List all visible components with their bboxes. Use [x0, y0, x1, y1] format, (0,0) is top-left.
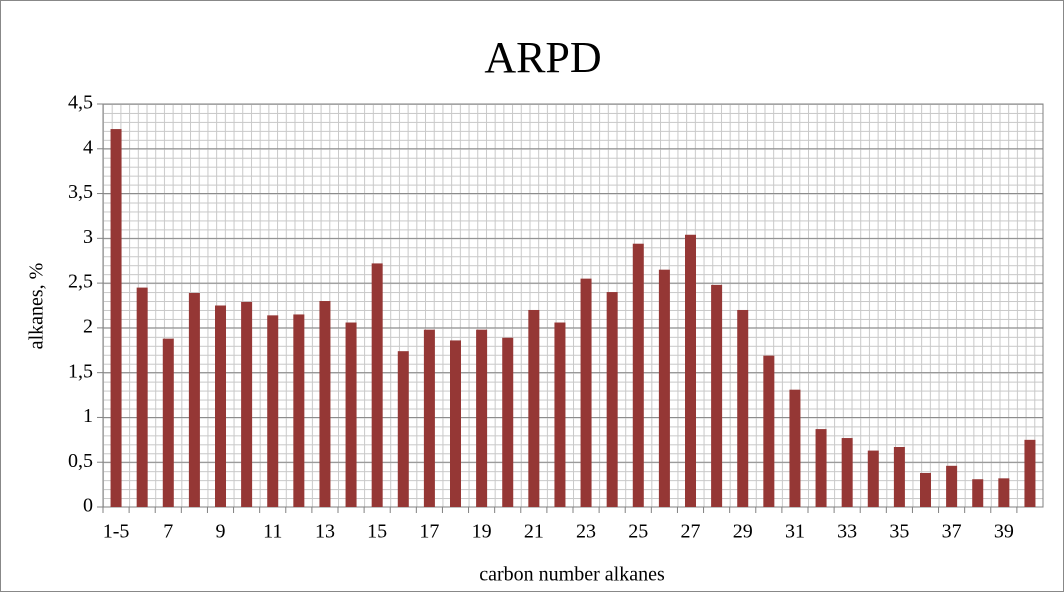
bar: [162, 338, 174, 507]
bar: [946, 465, 958, 507]
y-tick-label: 1: [83, 405, 93, 427]
y-tick-label: 0,5: [68, 450, 93, 472]
bar: [136, 287, 148, 507]
x-tick-label: 39: [994, 521, 1014, 543]
bar: [972, 479, 984, 507]
y-tick-label: 3,5: [68, 181, 93, 203]
y-tick-label: 2,5: [68, 271, 93, 293]
x-tick-label: 33: [837, 521, 857, 543]
bar: [267, 315, 279, 507]
y-axis-label: alkanes, %: [26, 263, 48, 350]
bar: [867, 450, 879, 507]
bar: [789, 389, 801, 507]
bar: [606, 292, 618, 507]
bar: [319, 301, 331, 507]
x-tick-label: 31: [785, 521, 805, 543]
bar: [293, 314, 305, 507]
bar: [528, 309, 540, 507]
bar: [815, 429, 827, 507]
x-tick-label: 23: [576, 521, 596, 543]
bar: [711, 284, 723, 507]
bar: [1024, 439, 1036, 507]
minor-grid-area: [103, 104, 1043, 507]
bar: [215, 305, 226, 507]
bar: [476, 329, 488, 507]
bar: [110, 129, 122, 507]
x-tick-label: 9: [216, 521, 226, 543]
bar: [998, 478, 1010, 507]
x-tick-label: 1-5: [103, 521, 130, 543]
y-tick-label: 3: [83, 226, 93, 248]
y-tick-label: 4,5: [68, 92, 93, 114]
y-tick-label: 1,5: [68, 360, 93, 382]
bar: [737, 309, 749, 507]
bar: [763, 355, 775, 507]
bar: [450, 340, 461, 507]
x-tick-label: 35: [889, 521, 909, 543]
x-tick-label: 27: [681, 521, 701, 543]
y-tick-label: 4: [83, 136, 93, 158]
x-tick-label: 11: [263, 521, 282, 543]
x-tick-label: 13: [315, 521, 335, 543]
bar: [397, 351, 409, 507]
bar: [893, 446, 905, 507]
bar: [345, 322, 357, 507]
bar: [841, 438, 853, 507]
y-tick-label: 2: [83, 315, 93, 337]
bar: [188, 292, 200, 507]
bar: [241, 301, 253, 507]
bar: [423, 329, 435, 507]
bar: [580, 278, 592, 507]
y-tick-label: 0: [83, 495, 93, 517]
x-tick-label: 7: [163, 521, 173, 543]
x-axis-label: carbon number alkanes: [479, 564, 665, 586]
x-tick-label: 17: [419, 521, 439, 543]
bar: [371, 263, 383, 507]
bar: [658, 269, 670, 507]
x-tick-label: 29: [733, 521, 753, 543]
x-tick-label: 15: [367, 521, 387, 543]
x-tick-label: 21: [524, 521, 544, 543]
bar: [554, 322, 566, 507]
bar: [685, 234, 696, 508]
bar: [632, 243, 644, 507]
x-tick-label: 37: [942, 521, 962, 543]
bar: [502, 337, 514, 507]
chart-title: ARPD: [484, 33, 601, 82]
bar: [920, 472, 931, 507]
x-tick-label: 25: [628, 521, 648, 543]
x-tick-label: 19: [472, 521, 492, 543]
